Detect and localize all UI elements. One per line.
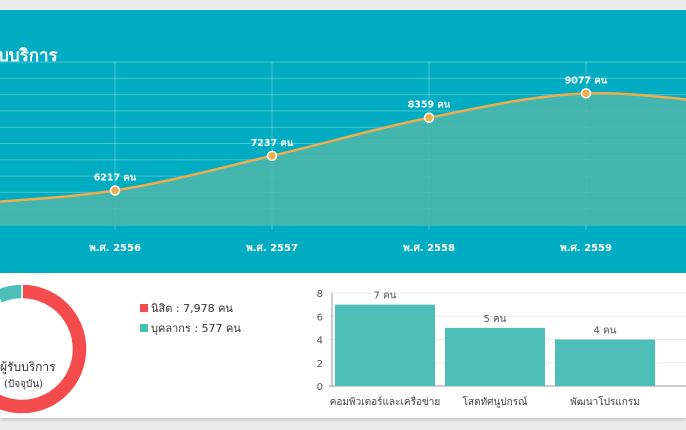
x-tick-label: พ.ศ. 2556: [89, 243, 141, 254]
donut-slice: [0, 283, 23, 305]
legend-label-students: นิสิต : 7,978 คน: [151, 302, 233, 315]
data-point: [580, 88, 592, 99]
donut-slice: [0, 283, 88, 415]
summary-card: ผู้รับบริการ (ปัจจุบัน) นิสิต : 7,978 คน…: [0, 273, 686, 418]
bar: [555, 339, 655, 386]
bar-category-label: พัฒนาโปรแกรม: [570, 395, 640, 408]
bar-category-label: โสตทัศนูปกรณ์: [463, 395, 528, 408]
series-line: [0, 91, 686, 203]
y-tick-label: 0: [317, 382, 323, 393]
users-donut-chart: [0, 283, 88, 415]
legend-swatch-students: [140, 304, 148, 312]
bar-data-label: 7 คน: [373, 291, 396, 302]
donut-legend: นิสิต : 7,978 คน บุคลากร : 577 คน: [140, 298, 241, 338]
data-label: 8359 คน: [408, 100, 451, 111]
legend-item-staff[interactable]: บุคลากร : 577 คน: [140, 318, 241, 338]
page-title: บบริการ: [0, 46, 58, 66]
donut-center-sublabel: (ปัจจุบัน): [4, 379, 44, 390]
bar-category-label: คอมพิวเตอร์และเครือข่าย: [330, 396, 441, 408]
visitor-line-chart: 6217 คน 7237 คน 8359 คน 9077 คนพ.ศ. 2556 พ.ศ…: [0, 61, 686, 254]
bar-data-label: 5 คน: [483, 314, 506, 325]
x-tick-label: พ.ศ. 2557: [246, 243, 298, 254]
data-point: [266, 150, 278, 162]
data-label: 9077 คน: [565, 75, 608, 86]
y-tick-label: 2: [317, 359, 323, 370]
x-tick-label: พ.ศ. 2559: [560, 243, 612, 254]
bar: [445, 327, 545, 386]
donut-center-label: ผู้รับบริการ: [0, 360, 56, 374]
data-point: [423, 112, 435, 123]
data-label: 6217 คน: [94, 172, 137, 183]
data-label: 7237 คน: [251, 138, 294, 149]
y-tick-label: 6: [317, 312, 323, 323]
visitor-trend-card: บบริการ 6217 คน 7237 คน 8359 คน 9077 คนพ.ศ.…: [0, 10, 686, 273]
y-tick-label: 4: [317, 336, 323, 347]
legend-item-students[interactable]: นิสิต : 7,978 คน: [140, 298, 241, 318]
data-point: [109, 185, 121, 196]
y-tick-label: 8: [317, 289, 323, 300]
bar: [335, 304, 435, 386]
legend-swatch-staff: [140, 324, 148, 332]
bar-data-label: 4 คน: [593, 326, 616, 337]
line-area-fill: [0, 93, 686, 225]
legend-label-staff: บุคลากร : 577 คน: [151, 322, 241, 335]
x-tick-label: พ.ศ. 2558: [403, 243, 455, 254]
